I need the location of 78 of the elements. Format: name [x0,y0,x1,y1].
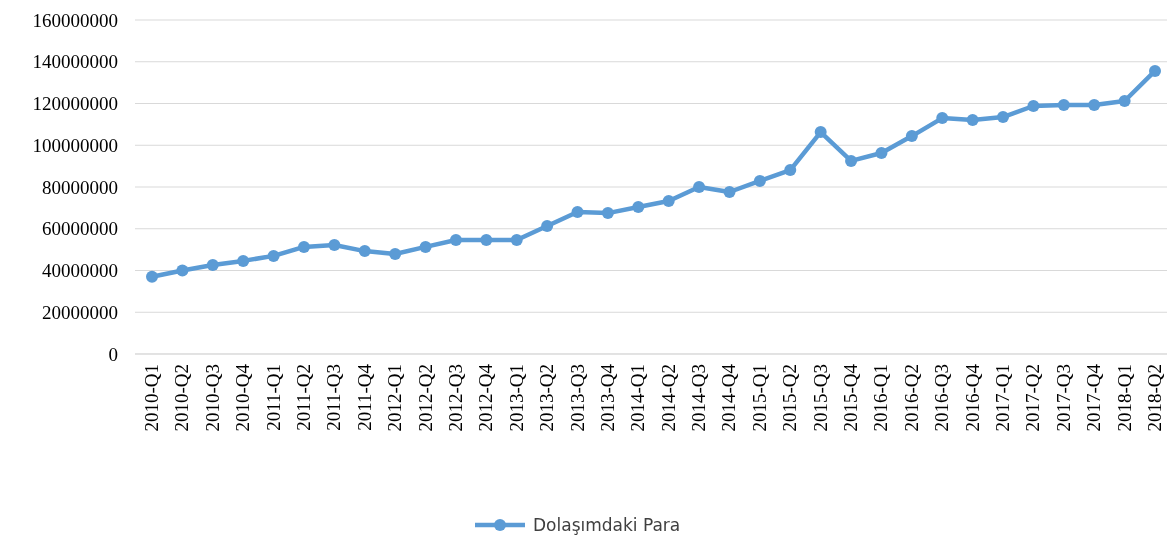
point [358,245,371,258]
x-tick-label: 2015-Q2 [779,364,801,432]
x-tick-label: 2014-Q1 [627,364,649,432]
y-tick-label: 80000000 [42,176,118,198]
x-tick-label: 2012-Q4 [475,363,497,432]
point [693,181,706,193]
y-tick-label: 120000000 [32,93,118,115]
point [784,164,797,177]
x-tick-label: 2011-Q2 [292,364,314,431]
x-tick-label: 2014-Q3 [688,364,710,432]
x-tick-label: 2013-Q3 [566,364,588,432]
point [571,206,584,219]
point [905,130,918,143]
x-tick-label: 2013-Q2 [536,364,558,432]
x-tick-label: 2011-Q3 [323,364,345,431]
x-tick-label: 2015-Q1 [748,364,770,432]
x-tick-label: 2012-Q2 [414,364,436,432]
point [601,207,614,220]
x-tick-label: 2018-Q2 [1144,364,1165,432]
x-tick-label: 2011-Q4 [353,363,375,431]
point [146,270,158,283]
point [449,234,462,247]
point [632,201,645,214]
point [936,112,949,125]
point [419,240,432,253]
x-tick-label: 2011-Q1 [262,364,284,431]
point [480,234,493,247]
x-tick-label: 2014-Q4 [718,363,740,432]
point [297,240,310,253]
y-tick-label: 40000000 [42,260,118,282]
y-tick-label: 140000000 [32,51,118,73]
x-tick-label: 2012-Q1 [384,364,406,432]
x-tick-label: 2010-Q1 [141,364,162,432]
point [510,234,523,247]
x-tick-label: 2017-Q1 [992,364,1014,432]
point [723,186,736,199]
point [1088,98,1101,111]
x-tick-label: 2017-Q3 [1052,364,1074,432]
point [541,220,554,233]
point [753,174,766,187]
point [845,154,858,167]
y-tick-label: 160000000 [32,9,118,31]
point [389,248,402,261]
x-tick-label: 2010-Q2 [171,364,193,432]
point [328,239,341,252]
x-tick-label: 2016-Q2 [900,364,922,432]
x-tick-label: 2012-Q3 [444,364,466,432]
x-tick-label: 2017-Q2 [1022,364,1044,432]
point [1149,64,1161,77]
x-tick-label: 2018-Q1 [1113,364,1135,432]
x-tick-label: 2013-Q4 [596,363,618,432]
x-tick-label: 2015-Q4 [840,363,862,432]
x-tick-label: 2014-Q2 [657,364,679,432]
point [662,194,675,207]
point [997,111,1010,124]
point [814,126,827,139]
point [966,113,979,126]
point [1027,100,1040,113]
point [176,264,189,277]
y-tick-label: 20000000 [42,301,118,323]
point [1057,98,1070,111]
x-tick-label: 2016-Q3 [931,364,953,432]
legend-label: Dolaşımdaki Para [533,514,681,535]
x-tick-label: 2013-Q1 [505,364,527,432]
y-tick-label: 0 [108,343,118,365]
point [875,146,888,159]
point [206,259,219,272]
x-tick-label: 2016-Q1 [870,364,892,432]
x-tick-label: 2017-Q4 [1083,363,1105,432]
point [1118,95,1131,107]
x-tick-label: 2010-Q3 [201,364,223,432]
y-tick-label: 60000000 [42,218,118,240]
x-tick-label: 2016-Q4 [961,363,983,432]
point [237,254,250,267]
x-tick-label: 2010-Q4 [232,363,254,432]
y-tick-label: 100000000 [32,134,118,156]
point [267,249,280,262]
x-tick-label: 2015-Q3 [809,364,831,432]
